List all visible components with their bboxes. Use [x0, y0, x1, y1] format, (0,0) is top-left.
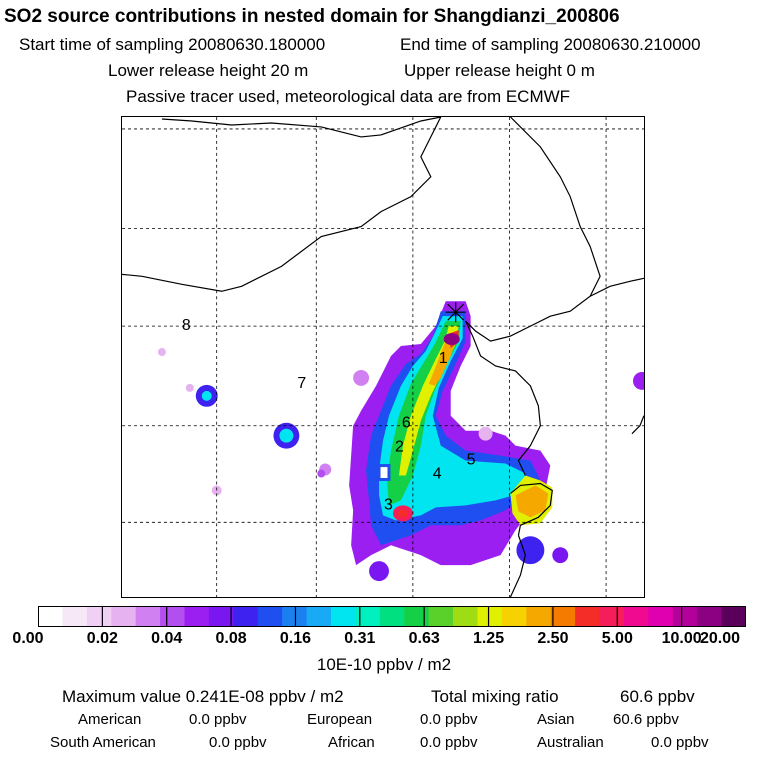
max-value: Maximum value 0.241E-08 ppbv / m2: [62, 687, 344, 706]
colorbar: [38, 606, 746, 627]
region-label-6: 6: [402, 415, 411, 432]
plot-title: SO2 source contributions in nested domai…: [4, 6, 620, 27]
asian-value: 60.6 ppbv: [613, 711, 679, 728]
colorbar-tick-label: 0.00: [12, 630, 44, 647]
star-icon: [445, 302, 466, 323]
tracer-note: Passive tracer used, meteorological data…: [126, 87, 571, 106]
hotspot-1: [443, 333, 460, 346]
european-label: European: [307, 711, 373, 728]
region-label-7: 7: [297, 375, 306, 392]
concentration-map: 1 2 4 5 6 7 8 3: [121, 116, 645, 598]
colorbar-swatch: [233, 606, 259, 627]
colorbar-tick-label: 0.16: [279, 630, 312, 647]
colorbar-swatch: [623, 606, 649, 627]
colorbar-swatch: [208, 606, 234, 627]
colorbar-swatch: [379, 606, 405, 627]
colorbar-tick-label: 0.04: [151, 630, 183, 647]
plume-cyan: [379, 316, 526, 521]
region-label-4: 4: [433, 465, 442, 482]
colorbar-swatch: [135, 606, 161, 627]
colorbar-swatch: [672, 606, 698, 627]
colorbar-swatch: [453, 606, 478, 627]
south-american-value: 0.0 ppbv: [209, 734, 267, 751]
coastline: [122, 117, 644, 597]
australian-value: 0.0 ppbv: [651, 734, 709, 751]
upper-release-height: Upper release height 0 m: [404, 61, 595, 80]
colorbar-tick-label: 2.50: [537, 630, 569, 647]
american-value: 0.0 ppbv: [189, 711, 247, 728]
colorbar-swatch: [648, 606, 674, 627]
colorbar-swatch: [282, 606, 308, 627]
colorbar-swatch: [477, 606, 503, 627]
total-mixing-label: Total mixing ratio: [431, 687, 559, 706]
colorbar-swatch: [111, 606, 137, 627]
colorbar-swatch: [306, 606, 332, 627]
colorbar-swatch: [599, 606, 625, 627]
colorbar-swatch: [160, 606, 185, 627]
region-label-3: 3: [384, 496, 393, 513]
colorbar-swatch: [550, 606, 576, 627]
colorbar-tick-label: 20.00: [699, 630, 741, 647]
end-time: End time of sampling 20080630.210000: [400, 35, 701, 54]
colorbar-swatch: [355, 606, 381, 627]
region-label-1: 1: [439, 350, 448, 367]
colorbar-swatch: [721, 606, 746, 627]
colorbar-swatch: [404, 606, 430, 627]
colorbar-swatch: [330, 606, 356, 627]
colorbar-tick-label: 0.63: [408, 630, 440, 647]
region-label-5: 5: [467, 452, 476, 469]
colorbar-swatch: [501, 606, 527, 627]
south-american-label: South American: [50, 734, 156, 751]
colorbar-units: 10E-10 ppbv / m2: [316, 655, 452, 674]
australian-label: Australian: [537, 734, 604, 751]
total-mixing-value: 60.6 ppbv: [620, 687, 695, 706]
colorbar-swatch: [184, 606, 210, 627]
colorbar-swatch: [428, 606, 454, 627]
colorbar-tick-label: 10.00: [661, 630, 702, 647]
lower-release-height: Lower release height 20 m: [108, 61, 309, 80]
colorbar-swatch: [526, 606, 552, 627]
african-label: African: [328, 734, 375, 751]
region-label-8: 8: [182, 317, 191, 334]
colorbar-swatch: [38, 606, 63, 627]
concentration-field: [157, 301, 644, 582]
asian-label: Asian: [537, 711, 575, 728]
start-time: Start time of sampling 20080630.180000: [19, 35, 326, 54]
colorbar-swatch: [575, 606, 601, 627]
colorbar-swatch: [697, 606, 723, 627]
european-value: 0.0 ppbv: [420, 711, 478, 728]
american-label: American: [78, 711, 142, 728]
graticule: [122, 117, 644, 597]
colorbar-tick-label: 0.08: [215, 630, 247, 647]
colorbar-swatch: [62, 606, 88, 627]
region-label-2: 2: [395, 439, 404, 456]
plume-orange: [428, 338, 457, 386]
colorbar-tick-label: 0.02: [86, 630, 118, 647]
african-value: 0.0 ppbv: [420, 734, 478, 751]
colorbar-tick-label: 0.31: [344, 630, 376, 647]
colorbar-tick-label: 1.25: [472, 630, 505, 647]
colorbar-swatch: [257, 606, 283, 627]
colorbar-swatch: [86, 606, 112, 627]
colorbar-tick-label: 5.00: [601, 630, 633, 647]
